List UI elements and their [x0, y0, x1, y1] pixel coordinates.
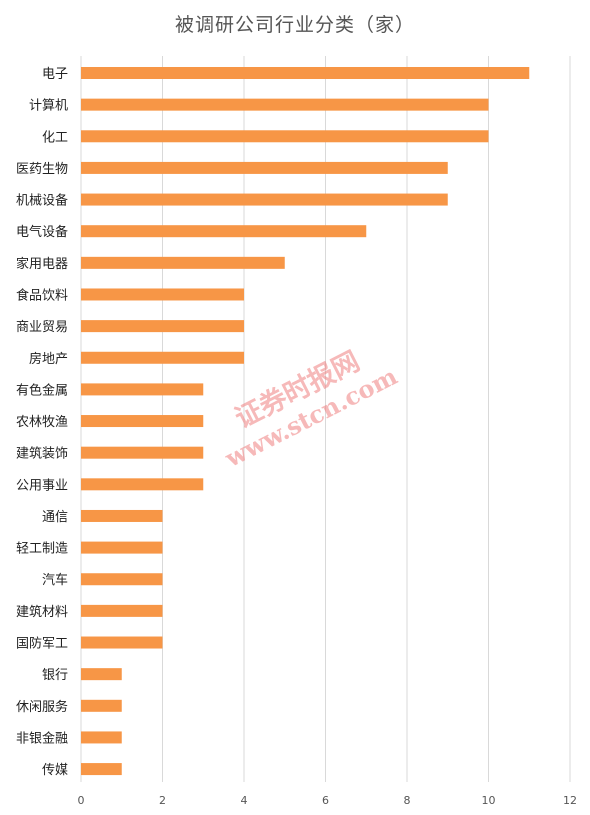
- x-tick-label: 0: [78, 794, 85, 807]
- category-labels: 电子计算机化工医药生物机械设备电气设备家用电器食品饮料商业贸易房地产有色金属农林…: [16, 67, 68, 778]
- bar: [81, 161, 448, 174]
- x-tick-label: 4: [241, 794, 248, 807]
- category-label: 有色金属: [16, 382, 68, 398]
- category-label: 化工: [42, 130, 68, 145]
- category-label: 食品饮料: [16, 287, 68, 303]
- bar: [81, 130, 489, 143]
- category-label: 房地产: [29, 351, 68, 367]
- category-label: 轻工制造: [16, 542, 68, 557]
- category-label: 汽车: [42, 572, 68, 588]
- bar: [81, 636, 163, 649]
- bar: [81, 383, 204, 396]
- x-tick-label: 2: [159, 794, 166, 807]
- x-tick-label: 8: [404, 794, 411, 807]
- bar: [81, 320, 244, 333]
- category-label: 公用事业: [16, 478, 68, 493]
- bar: [81, 668, 122, 681]
- category-label: 国防军工: [16, 636, 68, 652]
- bar: [81, 509, 163, 522]
- x-tick-label: 6: [322, 794, 329, 807]
- bar: [81, 604, 163, 617]
- category-label: 通信: [42, 510, 68, 525]
- category-label: 商业贸易: [16, 320, 68, 335]
- category-label: 银行: [42, 668, 68, 683]
- bar: [81, 67, 530, 79]
- category-label: 农林牧渔: [16, 415, 68, 430]
- bar: [81, 573, 163, 586]
- bar: [81, 478, 204, 491]
- category-label: 休闲服务: [16, 699, 68, 715]
- category-label: 建筑材料: [16, 604, 68, 620]
- bar: [81, 98, 489, 111]
- category-label: 电气设备: [16, 224, 68, 240]
- category-label: 机械设备: [16, 193, 68, 209]
- bar: [81, 256, 285, 269]
- bar: [81, 415, 204, 428]
- bar: [81, 446, 204, 459]
- bar: [81, 225, 367, 238]
- bar: [81, 193, 448, 206]
- category-label: 医药生物: [16, 162, 68, 177]
- category-label: 计算机: [29, 99, 68, 114]
- chart-title: 被调研公司行业分类（家）: [174, 14, 415, 36]
- bars: [81, 67, 530, 776]
- bar: [81, 541, 163, 554]
- category-label: 传媒: [42, 763, 68, 778]
- bar: [81, 731, 122, 744]
- category-label: 建筑装饰: [16, 446, 68, 462]
- bar: [81, 288, 244, 301]
- x-tick-label: 10: [482, 794, 496, 807]
- x-tick-label: 12: [563, 794, 577, 807]
- category-label: 非银金融: [16, 730, 68, 746]
- bar: [81, 351, 244, 364]
- x-axis-tick-labels: 0 2 4 6 8 10 12: [78, 794, 578, 807]
- bar: [81, 699, 122, 712]
- category-label: 电子: [42, 67, 68, 82]
- category-label: 家用电器: [16, 256, 68, 272]
- bar: [81, 763, 122, 776]
